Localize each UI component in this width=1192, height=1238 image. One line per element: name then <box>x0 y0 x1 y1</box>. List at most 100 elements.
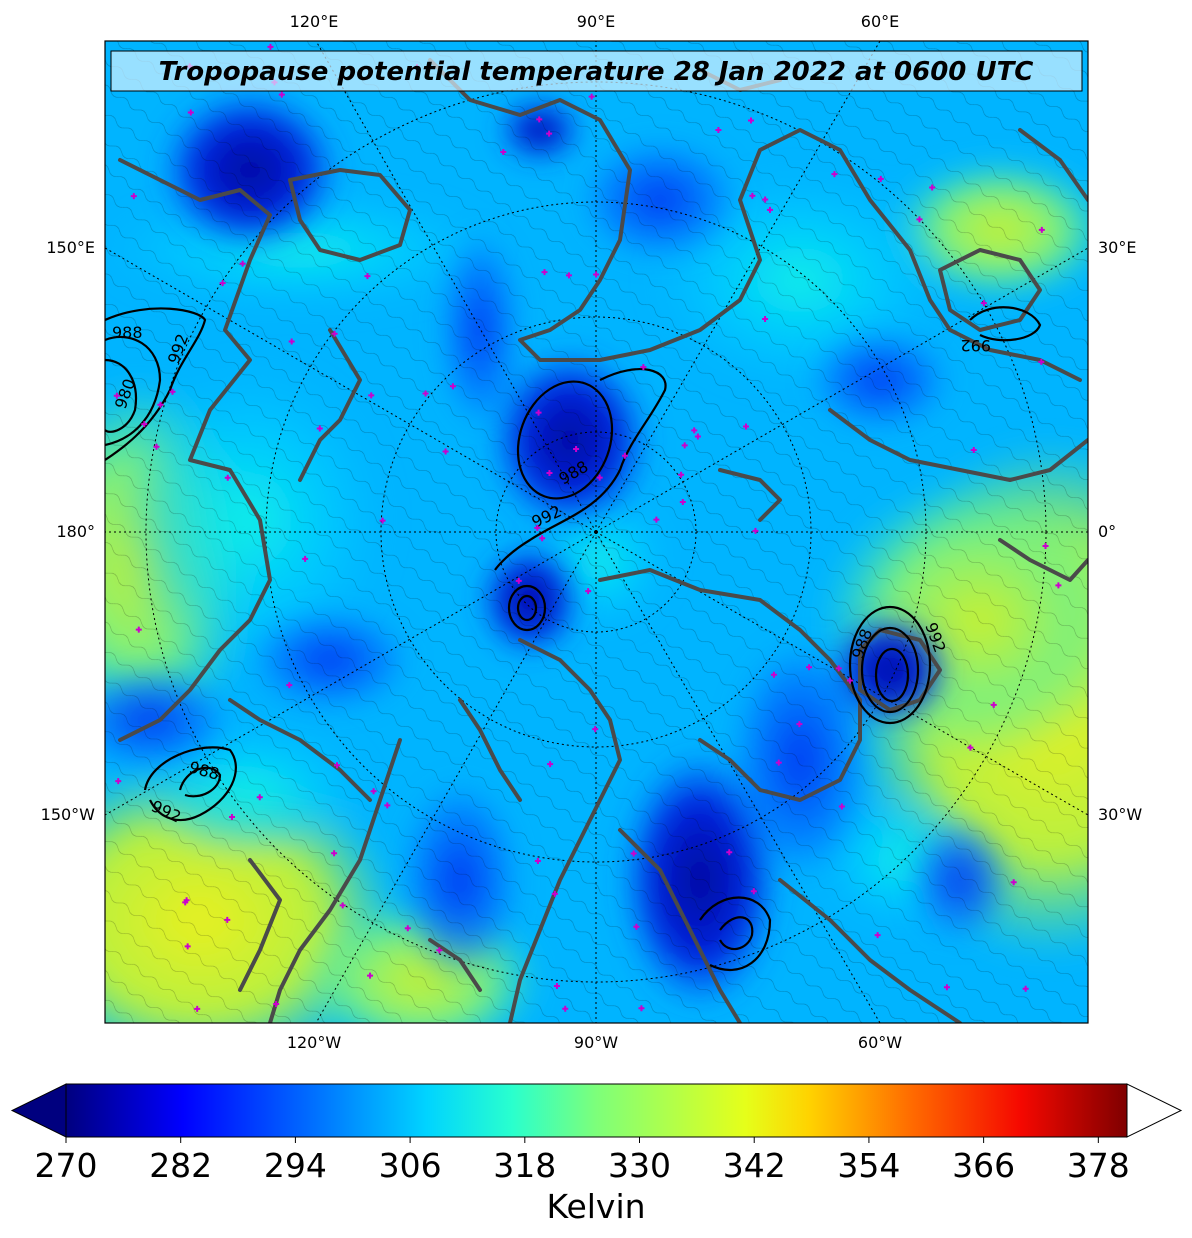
station-marker <box>1055 582 1062 589</box>
station-marker <box>546 130 553 137</box>
station-marker <box>929 184 936 191</box>
station-marker <box>194 1005 201 1012</box>
station-marker <box>681 442 688 449</box>
station-marker <box>770 671 777 678</box>
colorbar-tick-label: 342 <box>723 1146 786 1185</box>
station-marker <box>573 446 580 453</box>
station-marker <box>546 470 553 477</box>
station-marker <box>364 273 371 280</box>
map-panel: 988 992 980 988 992 988 992 988 992 992 … <box>105 41 1088 1023</box>
station-marker <box>916 216 923 223</box>
lon-label-right: 30°W <box>1098 805 1142 824</box>
station-marker <box>630 850 637 857</box>
lon-label-top: 60°E <box>861 12 899 31</box>
colorbar-tick-label: 282 <box>149 1146 212 1185</box>
station-marker <box>278 91 285 98</box>
lon-label-bottom: 90°W <box>574 1033 618 1052</box>
station-marker <box>1010 879 1017 886</box>
station-marker <box>169 388 176 395</box>
station-marker <box>1038 358 1045 365</box>
station-marker <box>970 447 977 454</box>
station-marker <box>331 330 338 337</box>
station-marker <box>551 890 558 897</box>
station-marker <box>534 524 541 531</box>
station-marker <box>585 588 592 595</box>
station-marker <box>302 555 309 562</box>
station-marker <box>368 392 375 399</box>
station-marker <box>748 117 755 124</box>
station-marker <box>239 260 246 267</box>
station-marker <box>715 126 722 133</box>
map-title: Tropopause potential temperature 28 Jan … <box>159 57 1034 87</box>
lon-label-left: 150°E <box>46 238 95 257</box>
station-marker <box>726 849 733 856</box>
station-marker <box>422 390 429 397</box>
station-marker <box>224 916 231 923</box>
station-marker <box>553 982 560 989</box>
colorbar-tick-label: 354 <box>837 1146 900 1185</box>
station-marker <box>678 471 685 478</box>
station-marker <box>288 338 295 345</box>
station-marker <box>224 474 231 481</box>
station-marker <box>679 498 686 505</box>
station-marker <box>588 93 595 100</box>
station-marker <box>1038 226 1045 233</box>
station-marker <box>256 794 263 801</box>
map-title-box <box>110 50 1083 92</box>
station-marker <box>877 175 884 182</box>
station-marker <box>404 925 411 932</box>
station-marker <box>638 1005 645 1012</box>
lon-label-top: 90°E <box>577 12 615 31</box>
station-marker <box>334 762 341 769</box>
station-marker <box>565 272 572 279</box>
station-marker <box>331 850 338 857</box>
station-marker <box>135 626 142 633</box>
lon-label-bottom: 120°W <box>287 1033 342 1052</box>
station-marker <box>219 280 226 287</box>
station-marker <box>130 193 137 200</box>
lon-label-top: 120°E <box>290 12 339 31</box>
station-marker <box>184 943 191 950</box>
station-marker <box>316 425 323 432</box>
station-marker <box>449 383 456 390</box>
colorbar-tick-label: 294 <box>264 1146 327 1185</box>
map-frame <box>104 40 1089 1024</box>
station-marker <box>228 814 235 821</box>
station-marker <box>967 744 974 751</box>
station-marker <box>766 206 773 213</box>
station-marker <box>749 192 756 199</box>
station-marker <box>694 433 701 440</box>
station-marker <box>621 452 628 459</box>
station-marker <box>141 421 148 428</box>
station-marker <box>593 271 600 278</box>
station-marker <box>1042 543 1049 550</box>
colorbar-tick-label: 306 <box>379 1146 442 1185</box>
mslp-contours <box>105 306 1042 971</box>
station-marker <box>562 1005 569 1012</box>
station-marker <box>775 759 782 766</box>
colorbar-tick-label: 366 <box>952 1146 1015 1185</box>
station-marker <box>640 364 647 371</box>
station-marker <box>115 778 122 785</box>
station-marker <box>536 116 543 123</box>
station-marker <box>691 427 698 434</box>
colorbar-min-extend <box>10 1083 67 1138</box>
colorbar-tick-label: 330 <box>608 1146 671 1185</box>
station-marker <box>182 899 189 906</box>
station-marker <box>286 682 293 689</box>
station-marker <box>743 423 750 430</box>
station-marker <box>367 972 374 979</box>
station-marker <box>436 947 443 954</box>
colorbar-gradient <box>65 1083 1128 1138</box>
lon-labels: 120°E 90°E 60°E 120°W 90°W 60°W 150°E 18… <box>41 12 1143 1052</box>
colorbar: 270 282 294 306 318 330 342 354 366 378 Kelvin <box>10 1083 1183 1226</box>
station-marker <box>762 196 769 203</box>
station-marker <box>500 148 507 155</box>
station-marker <box>339 902 346 909</box>
station-marker <box>534 857 541 864</box>
station-marker <box>752 527 759 534</box>
station-marker <box>990 701 997 708</box>
station-marker <box>1022 985 1029 992</box>
station-marker <box>153 443 160 450</box>
station-marker <box>273 1001 280 1008</box>
